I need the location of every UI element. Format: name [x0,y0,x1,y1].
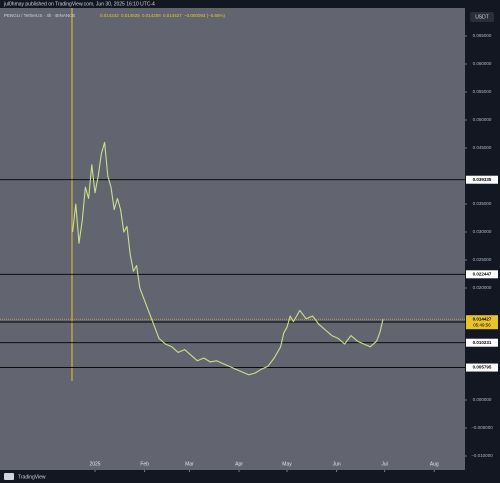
chart-title: PENGU / TetherUS · 4h · BINANCE [4,13,75,18]
last-price-label: 0.014427 [473,316,492,321]
x-tick-label: Apr [235,461,243,467]
x-tick-label: 2025 [89,461,100,467]
y-tick-label: 0.065000 [473,33,492,38]
y-tick-label: 0.060000 [473,61,492,66]
currency-box [470,12,494,22]
y-tick-label: −0.005000 [471,425,493,430]
x-tick-label: Aug [430,461,439,467]
x-tick-label: Jun [333,461,341,467]
ohlc-value: 0.014525 [121,13,140,18]
countdown: 05:49:56 [473,322,491,327]
x-tick-label: Mar [185,461,194,467]
publisher: jul0hmay published on TradingView.com, J… [3,1,155,7]
level-box [466,363,498,372]
brand-logo [4,473,14,480]
y-tick-label: 0.035000 [473,201,492,206]
ohlc-value: 0.014259 [142,13,161,18]
level-box [466,338,498,347]
ohlc-value: 0.014427 [163,13,182,18]
y-tick-label: 0.055000 [473,89,492,94]
x-tick-label: Jul [381,461,387,467]
y-tick-label: 0.020000 [473,285,492,290]
level-label: 0.022447 [473,271,492,276]
level-label: 0.039335 [473,177,492,182]
y-tick-label: 0.000000 [473,397,492,402]
ohlc-value: 0.014242 [100,13,119,18]
ohlc-value: −0.000093 (−0.65%) [184,13,226,18]
currency[interactable]: USDT [475,14,489,20]
plot-area [0,8,465,470]
x-tick-label: Feb [140,461,149,467]
y-tick-label: 0.030000 [473,229,492,234]
price-line [72,141,384,376]
level-box [466,270,498,279]
y-tick-label: 0.045000 [473,145,492,150]
last-price-box [466,315,498,330]
x-tick-label: May [282,461,292,467]
level-box [466,175,498,184]
y-tick-label: 0.025000 [473,257,492,262]
y-tick-label: −0.010000 [471,453,493,458]
level-label: 0.005795 [473,365,492,370]
brand: TradingView [18,474,46,480]
level-label: 0.010231 [473,340,492,345]
y-tick-label: 0.050000 [473,117,492,122]
